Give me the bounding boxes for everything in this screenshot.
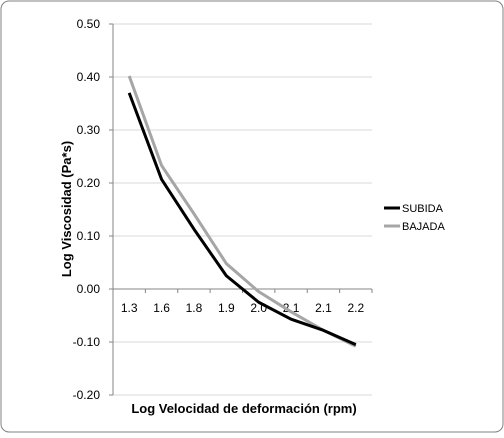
x-tick-label: 2.1 [283,301,300,315]
x-tick-label: 1.8 [186,301,203,315]
legend: SUBIDA BAJADA [384,203,445,233]
y-axis-title: Log Viscosidad (Pa*s) [59,141,74,277]
legend-label: SUBIDA [402,203,444,215]
x-tick-label: 1.9 [218,301,235,315]
y-tick-label: 0.00 [77,282,101,296]
y-tick-labels: 0.50 0.40 0.30 0.20 0.10 0.00 -0.10 -0.20 [73,17,113,402]
x-axis-title: Log Velocidad de deformación (rpm) [131,401,356,416]
y-tick-label: 0.40 [77,70,101,84]
legend-label: BAJADA [402,221,445,233]
y-tick-label: 0.20 [77,176,101,190]
y-tick-label: 0.50 [77,17,101,31]
y-tick-label: -0.20 [73,388,101,402]
series-lines [127,75,357,348]
x-tick-label: 2.1 [315,301,332,315]
x-tick-label: 2.2 [347,301,364,315]
x-tick-label: 1.3 [121,301,138,315]
y-tick-label: 0.10 [77,229,101,243]
x-tick-label: 1.6 [153,301,170,315]
y-tick-label: -0.10 [73,335,101,349]
gridlines [113,23,372,396]
series-line-subida [127,92,357,347]
y-tick-label: 0.30 [77,123,101,137]
